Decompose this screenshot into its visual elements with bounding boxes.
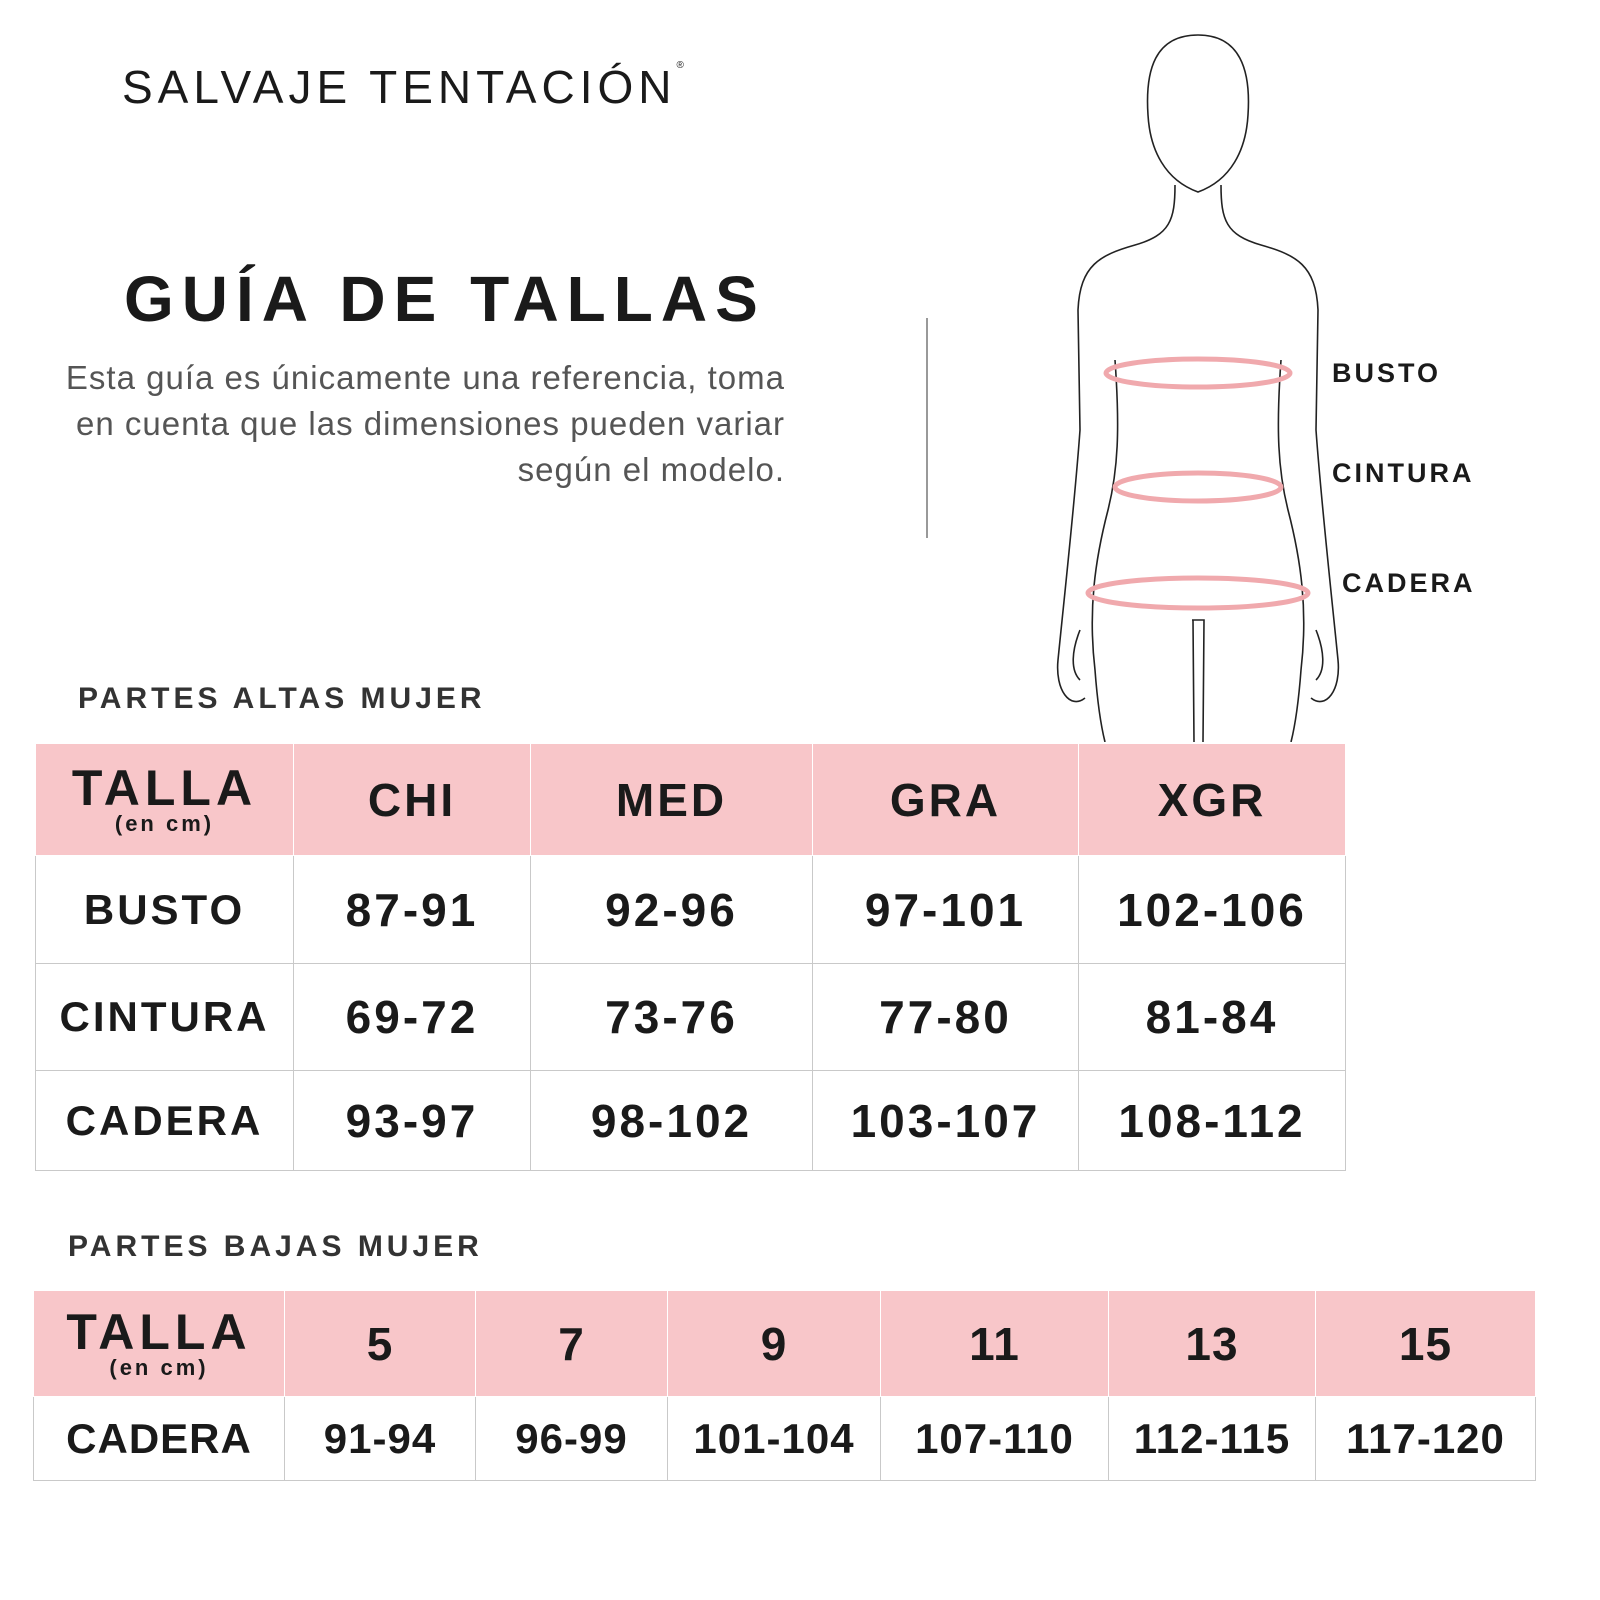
table-cell: 112-115 — [1108, 1396, 1316, 1481]
size-header: 11 — [880, 1290, 1109, 1397]
page-title: GUÍA DE TALLAS — [124, 263, 766, 335]
size-header: GRA — [812, 743, 1079, 856]
upper-size-table: TALLA (en cm) CHI MED GRA XGR BUSTO 87-91… — [35, 743, 1346, 1171]
talla-label: TALLA — [66, 1303, 252, 1360]
table-cell: 96-99 — [475, 1396, 668, 1481]
row-label: CINTURA — [35, 963, 294, 1071]
table-cell: 73-76 — [530, 963, 813, 1071]
table-cell: 98-102 — [530, 1070, 813, 1171]
size-header: XGR — [1078, 743, 1346, 856]
figure-label-cadera: CADERA — [1342, 568, 1476, 598]
size-header: 7 — [475, 1290, 668, 1397]
table-cell: 102-106 — [1078, 855, 1346, 964]
size-header: 15 — [1315, 1290, 1536, 1397]
row-label: CADERA — [33, 1396, 285, 1481]
table-cell: 77-80 — [812, 963, 1079, 1071]
registered-mark: ® — [676, 60, 684, 71]
lower-size-table: TALLA (en cm) 5 7 9 11 13 15 CADERA 91-94… — [33, 1290, 1536, 1481]
talla-label: TALLA — [71, 759, 258, 816]
talla-header: TALLA (en cm) — [33, 1290, 285, 1397]
table-cell: 103-107 — [812, 1070, 1079, 1171]
size-header: 13 — [1108, 1290, 1316, 1397]
unit-label: (en cm) — [114, 810, 215, 836]
table-row: BUSTO 87-91 92-96 97-101 102-106 — [35, 855, 1346, 964]
section-title-upper: PARTES ALTAS MUJER — [78, 682, 486, 715]
table-cell: 87-91 — [293, 855, 531, 964]
table-cell: 81-84 — [1078, 963, 1346, 1071]
talla-header: TALLA (en cm) — [35, 743, 294, 856]
size-header: 5 — [284, 1290, 476, 1397]
size-header: 9 — [667, 1290, 881, 1397]
size-header: MED — [530, 743, 813, 856]
figure-label-cintura: CINTURA — [1332, 458, 1475, 488]
brand-logo: SALVAJE TENTACIÓN® — [122, 60, 684, 114]
table-header-row: TALLA (en cm) 5 7 9 11 13 15 — [33, 1290, 1536, 1397]
section-title-lower: PARTES BAJAS MUJER — [68, 1230, 483, 1263]
table-cell: 108-112 — [1078, 1070, 1346, 1171]
table-row: CADERA 91-94 96-99 101-104 107-110 112-1… — [33, 1396, 1536, 1481]
brand-name: SALVAJE TENTACIÓN — [122, 61, 677, 113]
row-label: BUSTO — [35, 855, 294, 964]
table-cell: 92-96 — [530, 855, 813, 964]
table-cell: 117-120 — [1315, 1396, 1536, 1481]
table-row: CINTURA 69-72 73-76 77-80 81-84 — [35, 963, 1346, 1071]
table-row: CADERA 93-97 98-102 103-107 108-112 — [35, 1070, 1346, 1171]
table-header-row: TALLA (en cm) CHI MED GRA XGR — [35, 743, 1346, 856]
table-cell: 97-101 — [812, 855, 1079, 964]
row-label: CADERA — [35, 1070, 294, 1171]
body-figure-illustration: BUSTO CINTURA CADERA — [1056, 34, 1476, 742]
table-cell: 69-72 — [293, 963, 531, 1071]
figure-label-busto: BUSTO — [1332, 358, 1441, 388]
unit-label: (en cm) — [109, 1354, 209, 1380]
divider — [926, 318, 928, 538]
size-header: CHI — [293, 743, 531, 856]
table-cell: 93-97 — [293, 1070, 531, 1171]
table-cell: 107-110 — [880, 1396, 1109, 1481]
table-cell: 101-104 — [667, 1396, 881, 1481]
description: Esta guía es únicamente una referencia, … — [65, 359, 785, 488]
table-cell: 91-94 — [284, 1396, 476, 1481]
